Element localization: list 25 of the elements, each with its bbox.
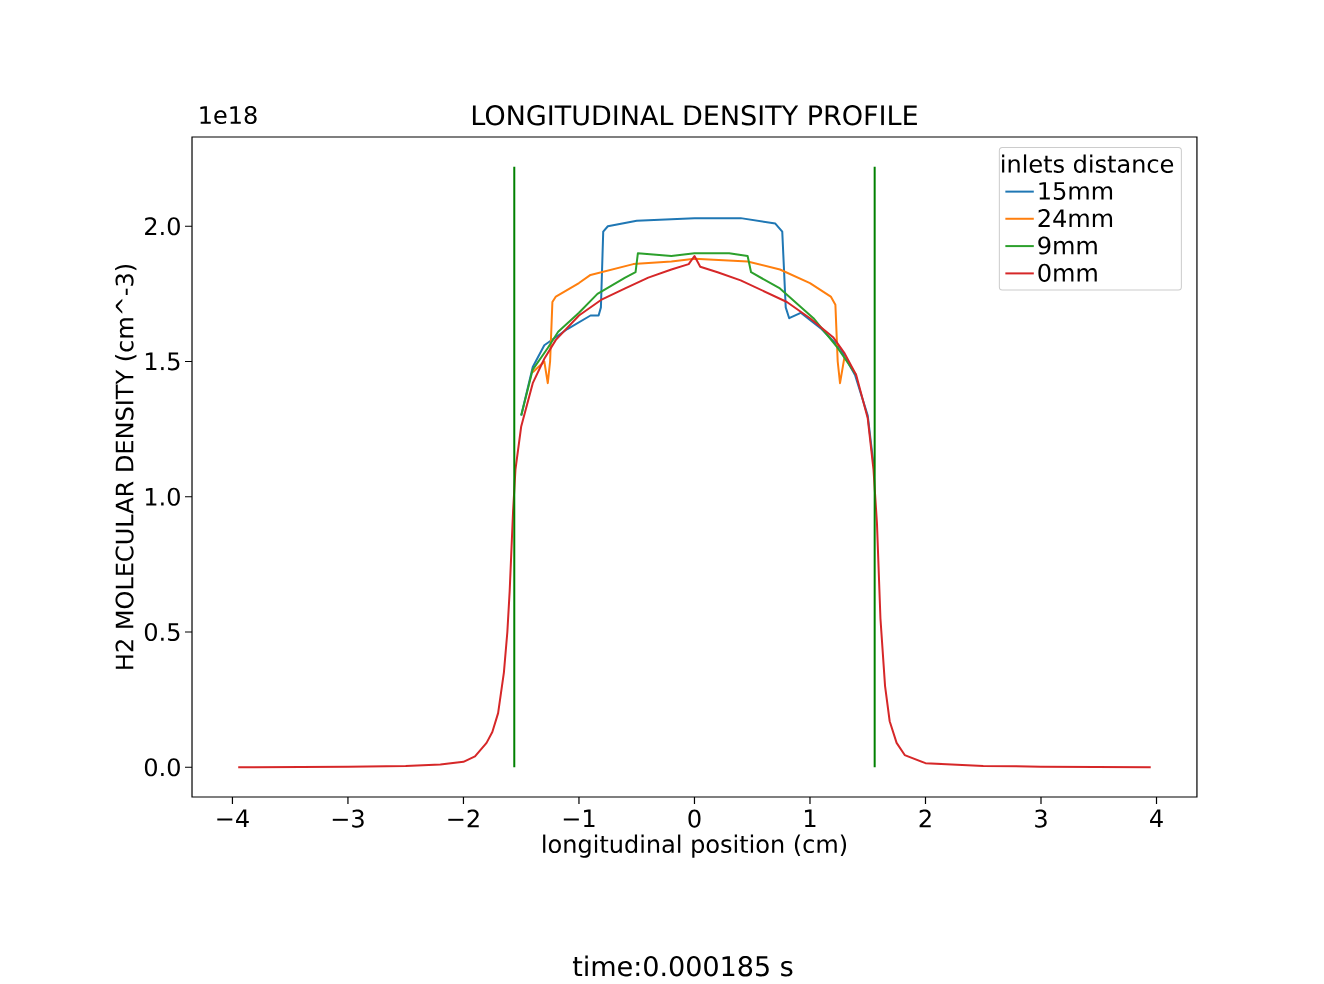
y-axis-title: H2 MOLECULAR DENSITY (cm^-3) xyxy=(115,264,137,669)
x-tick-label: 0 xyxy=(688,809,701,828)
y-tick-label: 2.0 xyxy=(145,217,180,236)
x-tick-label: −1 xyxy=(563,809,595,828)
chart-title: LONGITUDINAL DENSITY PROFILE xyxy=(472,105,917,126)
y-tick-label: 0.5 xyxy=(144,622,180,642)
legend-label: 9mm xyxy=(1038,236,1097,255)
x-tick-label: 3 xyxy=(1035,809,1047,828)
line-series xyxy=(531,257,846,385)
x-tick-label: −4 xyxy=(217,809,249,828)
y-tick-label: 1.5 xyxy=(145,352,180,371)
x-axis-title: longitudinal position (cm) xyxy=(543,834,847,858)
legend-label: 0mm xyxy=(1038,263,1097,282)
x-tick-label: 2 xyxy=(919,809,931,828)
y-tick-label: 0.0 xyxy=(144,758,180,777)
legend-title: inlets distance xyxy=(1002,154,1174,173)
legend-label: 15mm xyxy=(1039,182,1113,200)
x-tick-label: 4 xyxy=(1150,809,1163,828)
x-tick-label: −2 xyxy=(448,809,479,828)
text: time:0.000185 s xyxy=(572,955,793,977)
text: 1e18 xyxy=(200,105,257,125)
x-tick-label: −3 xyxy=(332,809,364,828)
x-tick-label: 1 xyxy=(804,809,816,828)
y-tick-label: 1.0 xyxy=(145,487,180,506)
legend-label: 24mm xyxy=(1038,209,1113,227)
